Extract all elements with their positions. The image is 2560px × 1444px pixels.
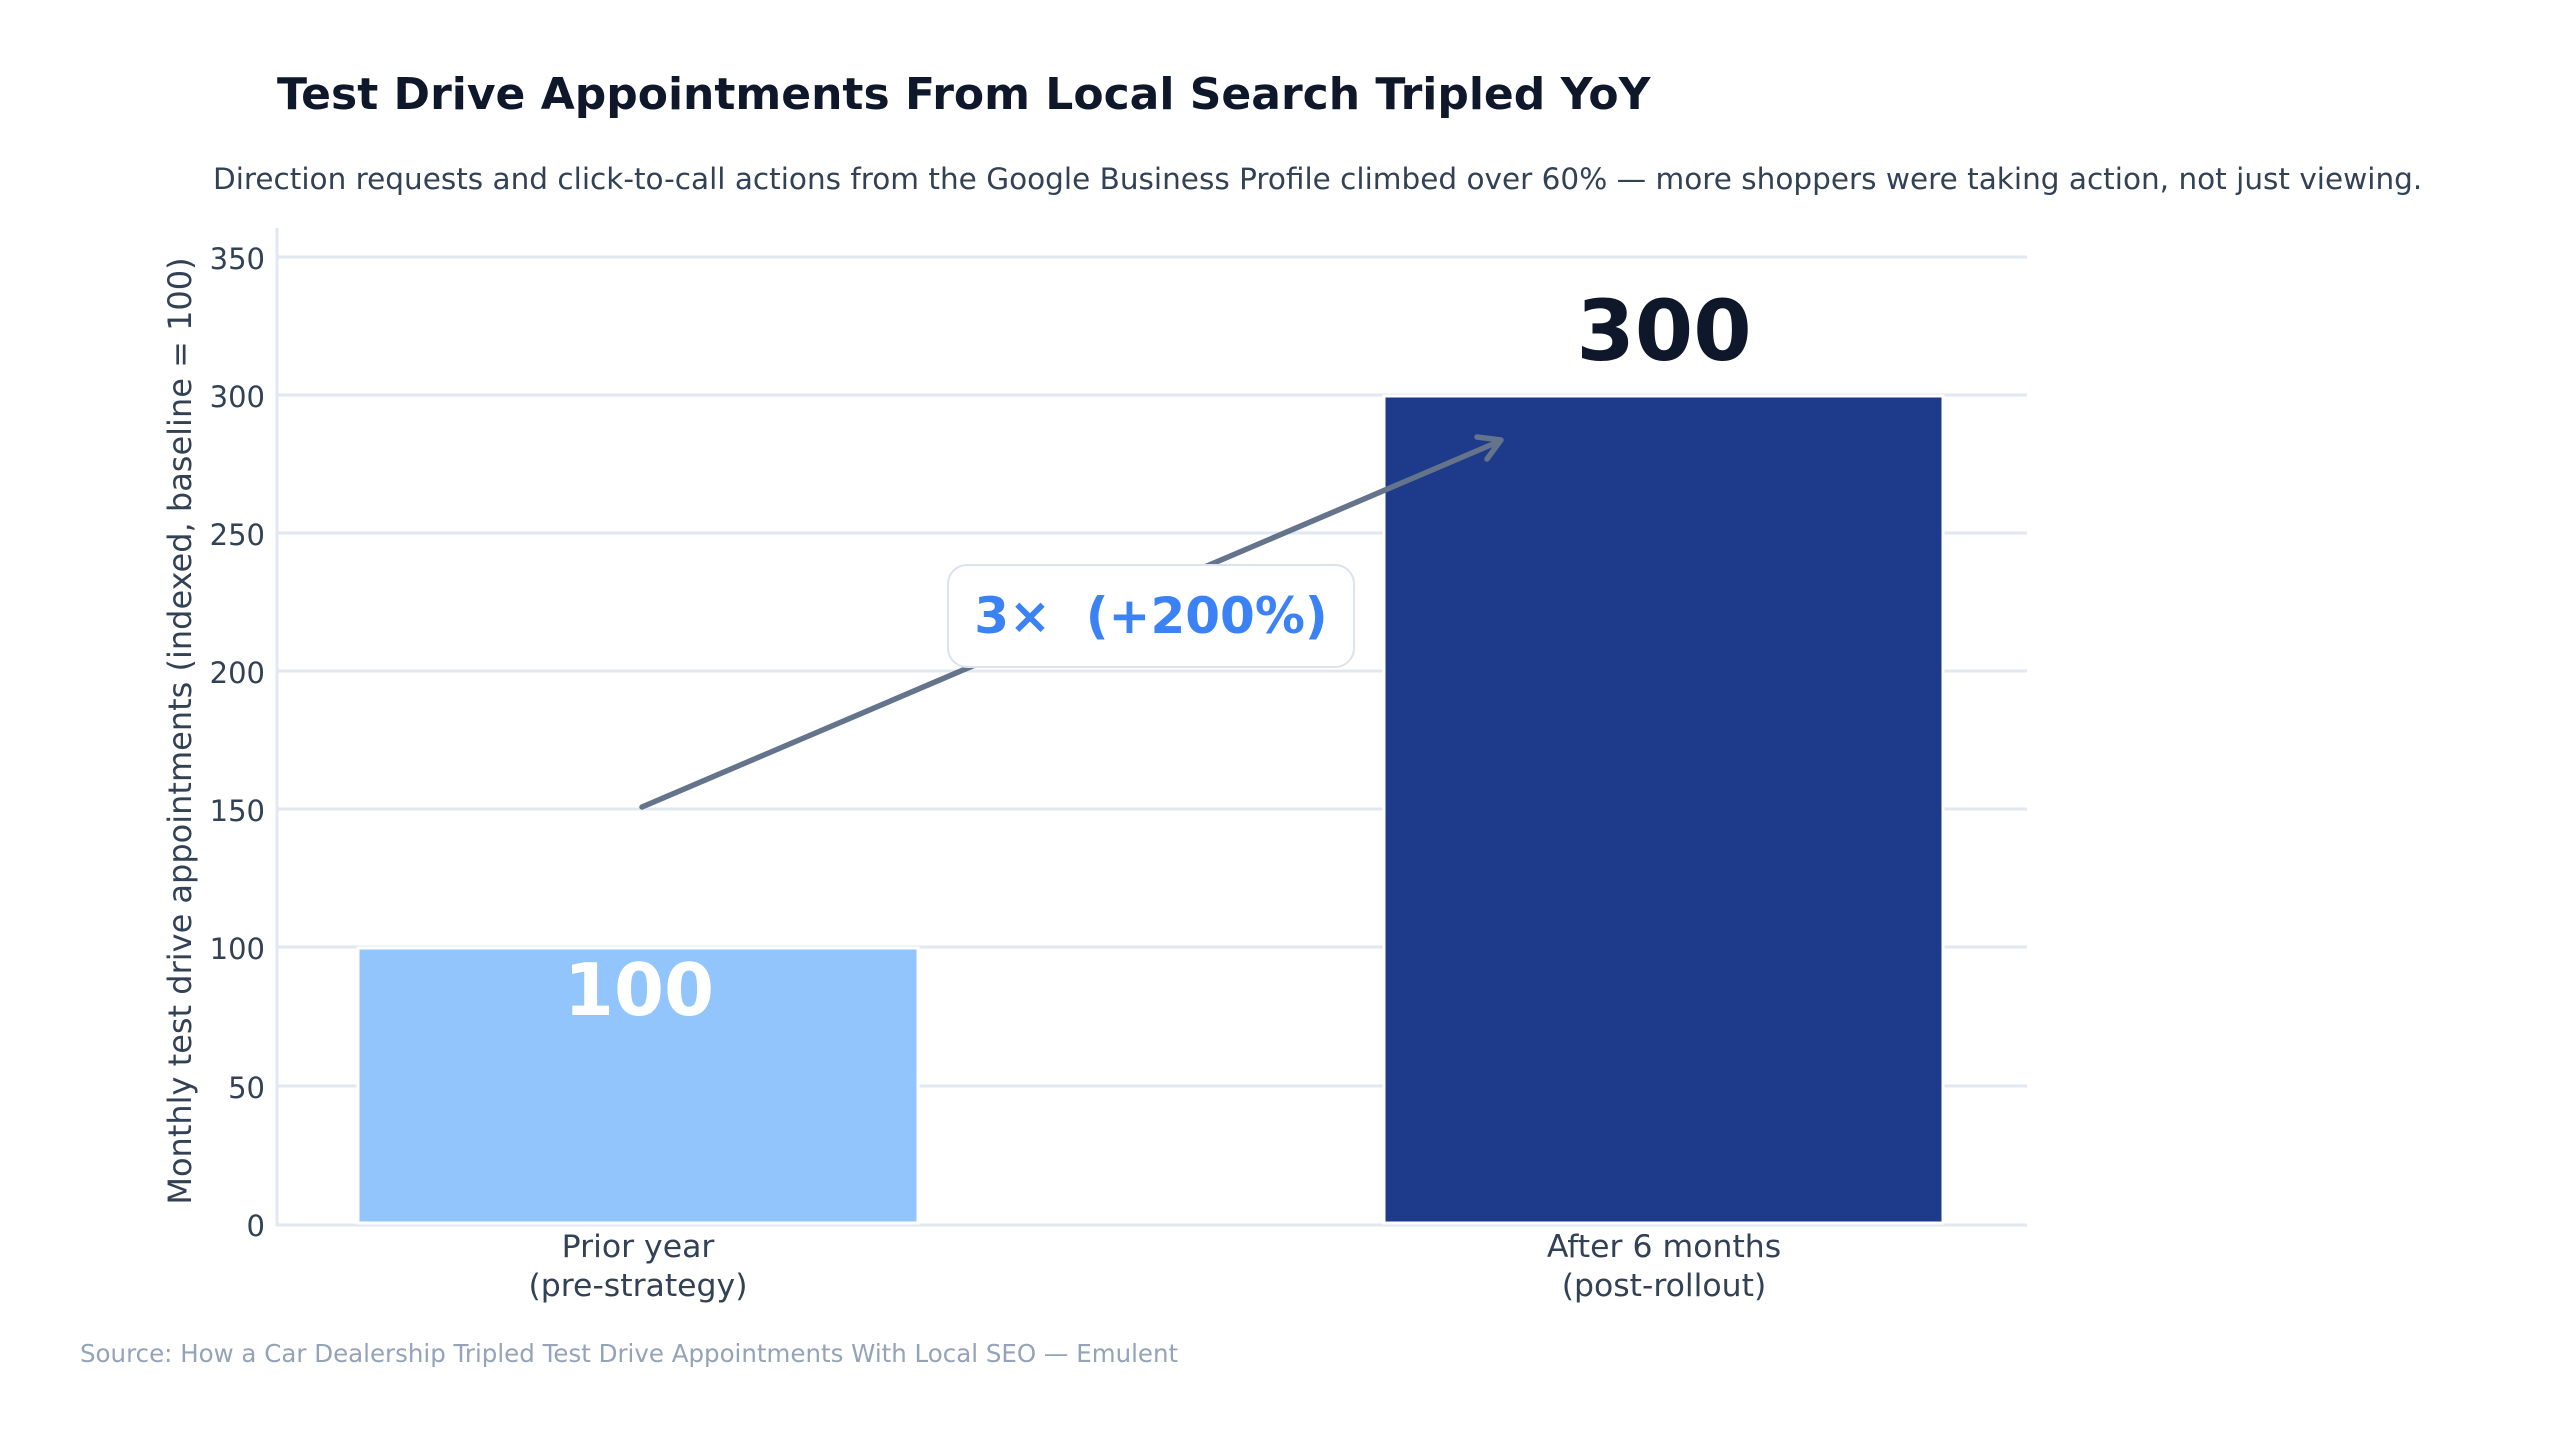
chart-subtitle: Direction requests and click-to-call act… bbox=[213, 162, 2423, 196]
y-tick-250: 250 bbox=[209, 518, 265, 552]
source-note: Source: How a Car Dealership Tripled Tes… bbox=[80, 1339, 1179, 1368]
x-tick-line2: (post-rollout) bbox=[1561, 1268, 1767, 1304]
bar-prior-year bbox=[356, 946, 920, 1225]
y-tick-0: 0 bbox=[246, 1209, 265, 1243]
x-tick-line1: After 6 months bbox=[1546, 1229, 1782, 1265]
y-axis-label: Monthly test drive appointments (indexed… bbox=[161, 257, 199, 1205]
growth-callout-text: 3× (+200%) bbox=[974, 587, 1328, 645]
growth-callout: 3× (+200%) bbox=[947, 564, 1355, 668]
y-tick-150: 150 bbox=[209, 794, 265, 828]
y-tick-100: 100 bbox=[209, 932, 265, 966]
x-tick-line2: (pre-strategy) bbox=[528, 1268, 748, 1304]
y-tick-300: 300 bbox=[209, 380, 265, 414]
y-tick-350: 350 bbox=[209, 242, 265, 276]
x-tick-line1: Prior year bbox=[561, 1229, 715, 1265]
chart-title: Test Drive Appointments From Local Searc… bbox=[277, 69, 1651, 120]
bar-after-6-months bbox=[1382, 394, 1945, 1225]
bar-value-label-after-6-months: 300 bbox=[1576, 282, 1752, 380]
x-tick-prior-year: Prior year (pre-strategy) bbox=[338, 1228, 938, 1306]
bar-value-label-prior-year: 100 bbox=[563, 948, 715, 1032]
x-tick-after-6-months: After 6 months (post-rollout) bbox=[1364, 1228, 1964, 1306]
y-tick-200: 200 bbox=[209, 656, 265, 690]
y-tick-50: 50 bbox=[228, 1071, 265, 1105]
